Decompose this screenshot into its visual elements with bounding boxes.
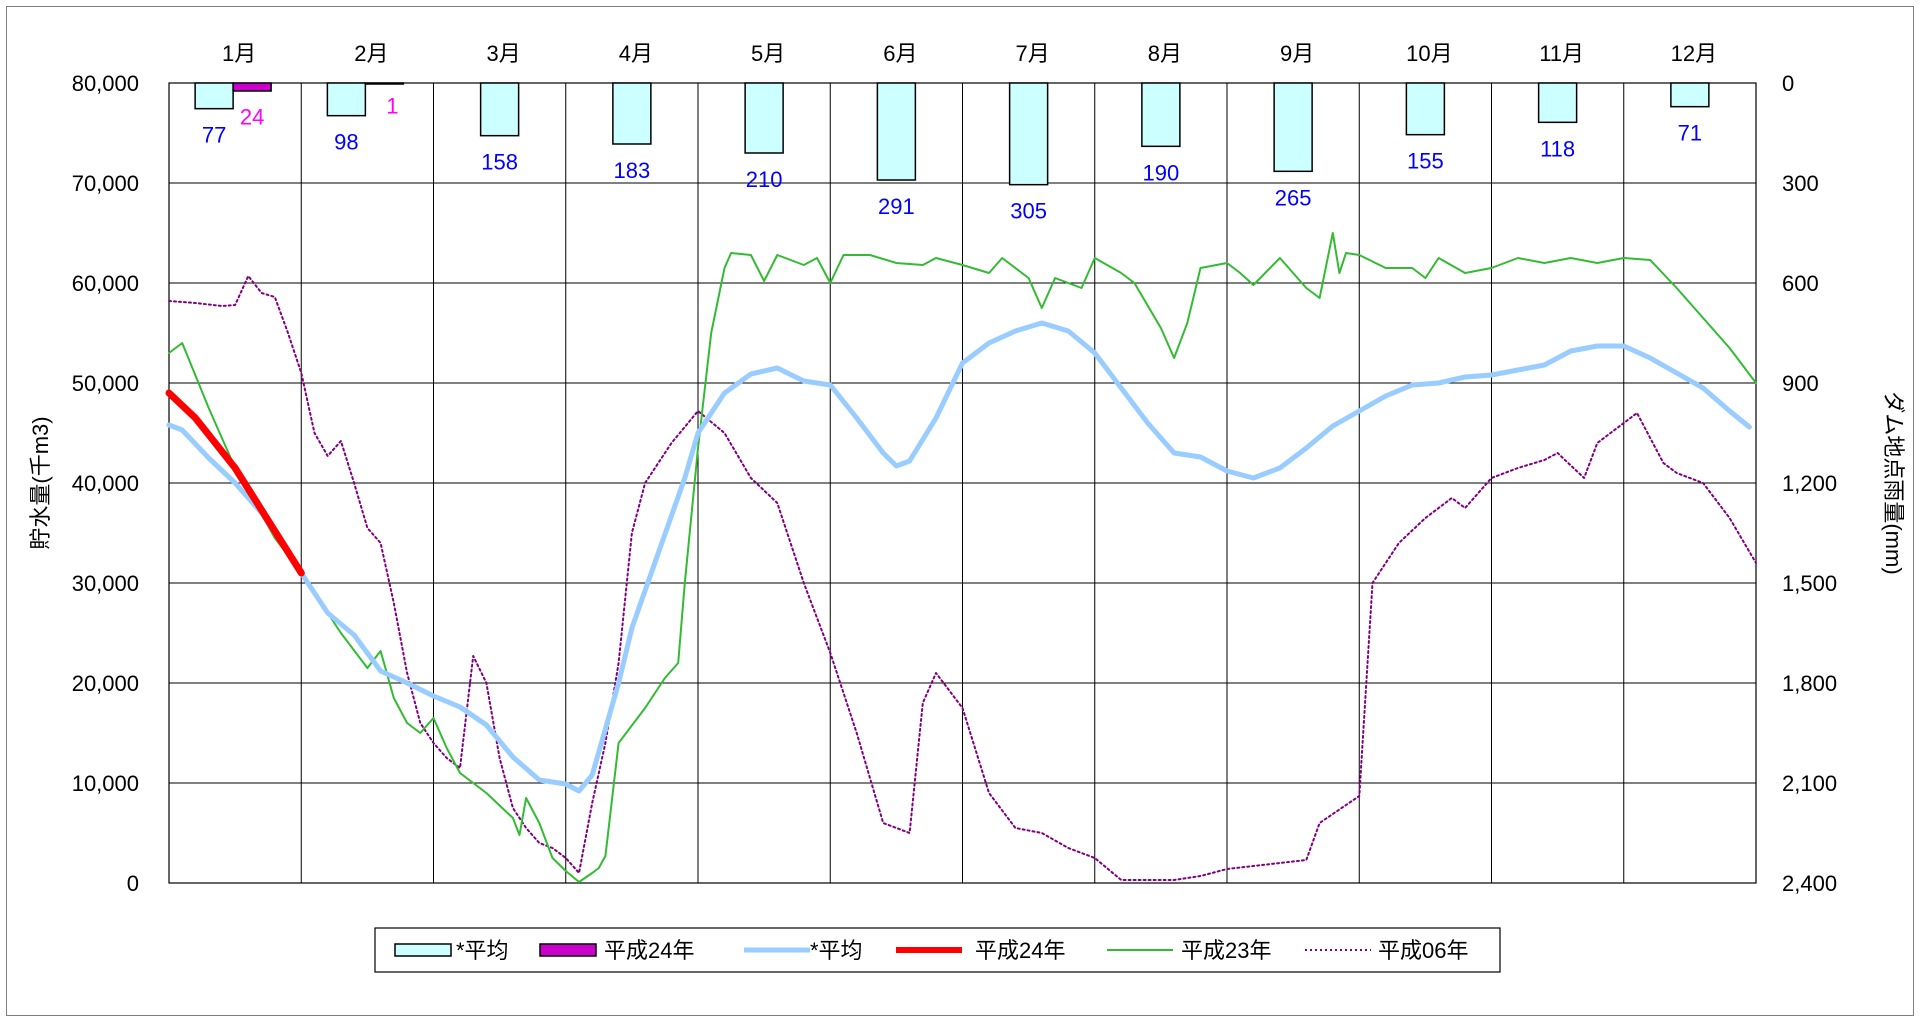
right-tick-label: 1,500 xyxy=(1782,571,1837,596)
month-label: 12月 xyxy=(1671,41,1717,66)
month-label: 4月 xyxy=(619,41,653,66)
legend-label: 平成24年 xyxy=(975,938,1065,963)
bar-average-label: 305 xyxy=(1010,199,1047,224)
bar-average xyxy=(194,82,234,110)
bar-current-label: 24 xyxy=(240,105,264,130)
right-tick-label: 900 xyxy=(1782,371,1819,396)
bar-average xyxy=(479,82,520,137)
right-tick-label: 0 xyxy=(1782,71,1794,96)
left-tick-label: 0 xyxy=(127,871,139,896)
plot-border xyxy=(168,82,1757,884)
series-line xyxy=(165,389,305,577)
right-tick-label: 2,100 xyxy=(1782,771,1837,796)
month-label: 1月 xyxy=(222,41,256,66)
left-tick-label: 50,000 xyxy=(72,371,139,396)
legend-label: *平均 xyxy=(810,938,863,963)
bar-average xyxy=(326,82,367,117)
bar-average xyxy=(744,82,784,154)
left-tick-label: 40,000 xyxy=(72,471,139,496)
bar-average-label: 210 xyxy=(746,167,783,192)
bar-average xyxy=(1670,82,1710,108)
legend-label: *平均 xyxy=(456,938,509,963)
bar-average xyxy=(612,82,652,145)
left-tick-label: 30,000 xyxy=(72,571,139,596)
bar-current xyxy=(232,82,272,92)
right-tick-label: 1,200 xyxy=(1782,471,1837,496)
right-tick-label: 300 xyxy=(1782,171,1819,196)
bar-average-label: 155 xyxy=(1407,149,1444,174)
month-label: 9月 xyxy=(1280,41,1314,66)
bar-average xyxy=(1537,82,1578,124)
series-line xyxy=(168,275,1757,881)
bar-average-label: 190 xyxy=(1143,160,1180,185)
bar-current-label: 1 xyxy=(386,94,398,119)
bar-average xyxy=(1405,82,1446,136)
y-left-axis-title: 貯水量(千m3) xyxy=(28,416,53,549)
y-right-axis-title: ダム地点雨量(mm) xyxy=(1881,391,1906,574)
month-label: 2月 xyxy=(354,41,388,66)
month-label: 8月 xyxy=(1148,41,1182,66)
month-label: 10月 xyxy=(1406,41,1452,66)
month-label: 6月 xyxy=(883,41,917,66)
left-tick-label: 10,000 xyxy=(72,771,139,796)
right-tick-label: 2,400 xyxy=(1782,871,1837,896)
bar-average-label: 71 xyxy=(1678,121,1702,146)
left-tick-label: 60,000 xyxy=(72,271,139,296)
bar-average-label: 98 xyxy=(334,130,358,155)
bar-average xyxy=(1273,82,1313,173)
series-line xyxy=(168,232,1757,883)
bar-average-label: 183 xyxy=(614,158,651,183)
left-tick-label: 80,000 xyxy=(72,71,139,96)
bar-average-label: 77 xyxy=(202,123,226,148)
right-tick-label: 1,800 xyxy=(1782,671,1837,696)
legend-label: 平成24年 xyxy=(604,938,694,963)
bar-average-label: 118 xyxy=(1540,136,1575,161)
month-label: 7月 xyxy=(1016,41,1050,66)
legend-swatch xyxy=(539,943,597,957)
bar-average xyxy=(876,82,917,181)
bar-current xyxy=(364,82,405,85)
left-tick-label: 20,000 xyxy=(72,671,139,696)
series-line xyxy=(166,320,1752,794)
legend-label: 平成23年 xyxy=(1181,938,1271,963)
left-tick-label: 70,000 xyxy=(72,171,139,196)
bar-average-label: 265 xyxy=(1275,185,1312,210)
month-label: 5月 xyxy=(751,41,785,66)
bar-average xyxy=(1008,82,1049,186)
legend-swatch xyxy=(394,943,452,957)
legend-label: 平成06年 xyxy=(1378,938,1468,963)
bar-average-label: 158 xyxy=(481,150,518,175)
month-label: 3月 xyxy=(487,41,521,66)
bar-average-label: 291 xyxy=(878,194,915,219)
bar-average xyxy=(1141,82,1181,148)
right-tick-label: 600 xyxy=(1782,271,1819,296)
month-label: 11月 xyxy=(1539,41,1584,66)
